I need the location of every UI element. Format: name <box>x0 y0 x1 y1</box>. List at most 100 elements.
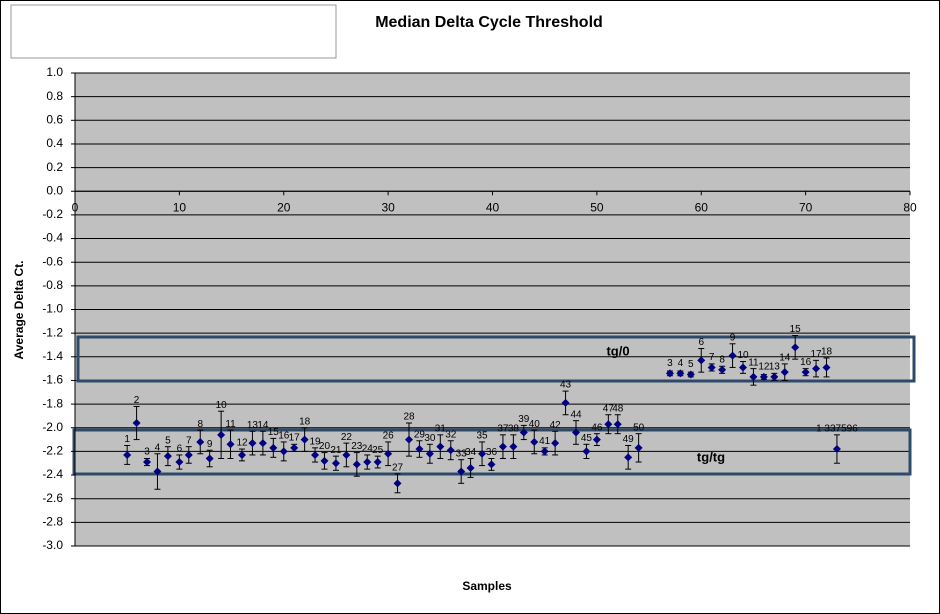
point-label: 17 <box>811 349 823 360</box>
x-tick-label: 30 <box>381 200 395 214</box>
point-label: 43 <box>560 380 572 391</box>
data-point <box>561 398 570 407</box>
point-label: 24 <box>362 444 374 455</box>
point-label: 38 <box>508 423 520 434</box>
annotation-box <box>76 335 916 383</box>
point-label: 12 <box>758 362 770 373</box>
y-tick-label: -2.4 <box>42 467 63 481</box>
data-point <box>226 440 235 449</box>
data-point <box>718 365 727 374</box>
y-tick-label: -3.0 <box>42 538 63 552</box>
point-label: 9 <box>207 439 213 450</box>
data-point <box>728 351 737 360</box>
annotation: tg/0 <box>606 343 629 358</box>
point-label: 5 <box>165 435 171 446</box>
point-label: 45 <box>581 433 593 444</box>
point-label: 12 <box>236 438 248 449</box>
data-point <box>832 445 841 454</box>
y-tick-label: 0.0 <box>46 183 63 197</box>
data-point <box>665 369 674 378</box>
data-point <box>384 449 393 458</box>
data-point <box>530 437 539 446</box>
data-point <box>676 369 685 378</box>
point-label: 20 <box>319 441 331 452</box>
point-label: 4 <box>155 442 161 453</box>
point-label: 44 <box>570 409 582 420</box>
data-point <box>572 428 580 437</box>
data-point <box>739 363 747 372</box>
point-label: 10 <box>216 400 228 411</box>
data-point <box>393 479 402 488</box>
x-tick-label: 10 <box>173 200 187 214</box>
y-tick-label: 0.4 <box>46 136 63 150</box>
point-label: 49 <box>623 434 635 445</box>
data-point <box>258 439 267 448</box>
x-tick-label: 70 <box>799 200 813 214</box>
data-point <box>478 449 487 458</box>
x-tick-label: 0 <box>72 200 79 214</box>
point-label: 34 <box>465 447 477 458</box>
point-label: 36 <box>486 447 498 458</box>
point-label: 27 <box>392 463 404 474</box>
point-label: 23 <box>351 441 363 452</box>
point-label: 8 <box>197 419 203 430</box>
data-point <box>363 458 372 467</box>
x-tick-label: 80 <box>903 200 917 214</box>
chart-title: Median Delta Cycle Threshold <box>375 14 603 31</box>
point-label: 11 <box>748 357 759 368</box>
point-label: 15 <box>268 427 280 438</box>
y-tick-label: -0.6 <box>42 254 63 268</box>
data-point <box>791 343 800 352</box>
data-point <box>290 443 299 452</box>
data-point <box>624 453 633 462</box>
data-point <box>269 443 278 452</box>
data-point <box>613 420 622 429</box>
data-point <box>205 454 214 463</box>
data-point <box>143 458 152 467</box>
point-label: 3 <box>667 358 673 369</box>
point-label: 14 <box>257 420 269 431</box>
point-label: 13 <box>769 362 781 373</box>
data-point <box>405 435 413 444</box>
data-point <box>373 458 382 467</box>
y-tick-label: -1.8 <box>42 396 63 410</box>
data-point <box>184 450 193 459</box>
data-point <box>812 364 821 373</box>
data-point <box>604 420 613 429</box>
data-point <box>342 450 351 459</box>
point-label: 18 <box>821 347 833 358</box>
point-label: 2 <box>134 395 140 406</box>
point-label: 10 <box>737 350 749 361</box>
data-point <box>123 450 132 459</box>
data-point <box>498 442 507 451</box>
point-label: 8 <box>719 354 725 365</box>
point-label: 16 <box>278 431 290 442</box>
point-label: 7 <box>709 352 715 363</box>
data-point <box>519 428 528 437</box>
y-tick-label: -2.0 <box>42 420 63 434</box>
point-label: 11 <box>225 419 236 430</box>
data-point <box>749 372 758 381</box>
point-label: 33 <box>456 448 468 459</box>
y-tick-label: -0.8 <box>42 278 63 292</box>
data-point <box>217 430 226 439</box>
data-point <box>540 447 549 456</box>
point-label: 9 <box>730 332 736 343</box>
data-point <box>415 445 424 454</box>
point-label: 32 <box>445 429 457 440</box>
point-label: 7 <box>186 435 192 446</box>
data-point <box>153 467 162 476</box>
point-label: 28 <box>403 412 415 423</box>
point-label: 29 <box>414 429 426 440</box>
data-point <box>801 368 810 377</box>
data-point <box>822 363 831 372</box>
data-point <box>686 370 695 379</box>
data-point <box>352 460 361 469</box>
data-point <box>196 437 205 446</box>
x-axis-title: Samples <box>462 579 512 593</box>
y-tick-label: -2.2 <box>42 444 63 458</box>
x-tick-label: 50 <box>590 200 604 214</box>
point-label: 37 <box>497 423 509 434</box>
y-tick-label: 0.6 <box>46 112 63 126</box>
point-label: 15 <box>790 324 802 335</box>
